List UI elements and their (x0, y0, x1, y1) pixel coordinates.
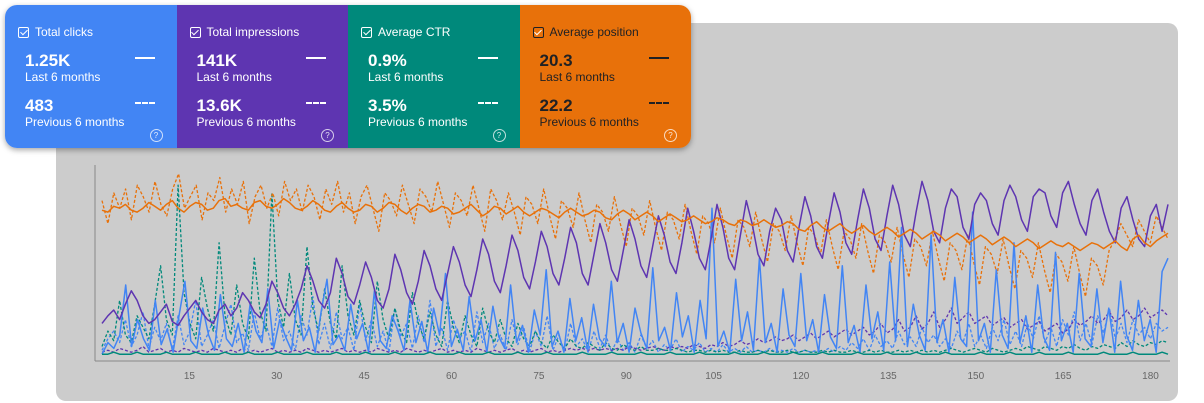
current-value: 141K (196, 51, 238, 70)
card-average-position[interactable]: Average position 20.3 Last 6 months 22.2… (519, 5, 691, 148)
series-layer (101, 173, 1169, 355)
x-tick-label: 150 (967, 371, 984, 382)
current-period: Last 6 months (196, 70, 272, 84)
card-title: Average position (549, 25, 639, 39)
x-tick-label: 60 (446, 371, 458, 382)
previous-value: 483 (25, 96, 54, 115)
series-line-average-ctr-previous[interactable] (101, 184, 1169, 353)
checkbox-checked-icon[interactable] (189, 26, 201, 38)
series-line-total-clicks-previous[interactable] (101, 295, 1169, 353)
card-total-clicks[interactable]: Total clicks 1.25K Last 6 months 483 Pre… (5, 5, 177, 148)
x-tick-label: 165 (1055, 371, 1072, 382)
card-average-ctr[interactable]: Average CTR 0.9% Last 6 months 3.5% Prev… (348, 5, 520, 148)
dashed-line-legend-icon (306, 102, 326, 104)
card-total-impressions[interactable]: Total impressions 141K Last 6 months 13.… (176, 5, 348, 148)
solid-line-legend-icon (649, 57, 669, 59)
dashed-line-legend-icon (477, 102, 498, 104)
previous-period: Previous 6 months (368, 115, 468, 129)
help-circle-icon[interactable]: ? (664, 129, 677, 142)
x-tick-label: 90 (621, 371, 633, 382)
solid-line-legend-icon (477, 57, 498, 59)
solid-line-legend-icon (306, 57, 326, 59)
current-value: 1.25K (25, 51, 71, 70)
series-line-average-position-current[interactable] (101, 197, 1169, 252)
series-line-average-position-previous[interactable] (101, 173, 1169, 298)
previous-period: Previous 6 months (25, 115, 125, 129)
series-line-total-impressions-current[interactable] (101, 180, 1169, 327)
current-value: 20.3 (539, 51, 573, 70)
series-line-total-impressions-previous[interactable] (101, 307, 1169, 353)
card-title: Total impressions (206, 25, 300, 39)
checkbox-checked-icon[interactable] (361, 26, 372, 38)
current-period: Last 6 months (368, 70, 444, 84)
series-line-average-ctr-current[interactable] (102, 351, 1169, 355)
previous-period: Previous 6 months (196, 115, 296, 129)
x-tick-label: 30 (271, 371, 283, 382)
x-tick-layer: 15 30 45 60 75 90 105 120 135 150 165 180 (184, 371, 1159, 382)
dashed-line-legend-icon (134, 102, 155, 104)
previous-value: 22.2 (539, 96, 573, 115)
x-tick-label: 105 (705, 371, 722, 382)
x-tick-label: 180 (1142, 371, 1159, 382)
help-circle-icon[interactable]: ? (321, 129, 334, 142)
current-value: 0.9% (368, 51, 407, 70)
checkbox-checked-icon[interactable] (532, 26, 544, 38)
x-tick-label: 135 (880, 371, 897, 382)
previous-period: Previous 6 months (539, 115, 639, 129)
previous-value: 3.5% (368, 96, 407, 115)
help-circle-icon[interactable]: ? (149, 129, 163, 142)
x-tick-label: 120 (793, 371, 810, 382)
checkbox-checked-icon[interactable] (18, 26, 29, 38)
current-period: Last 6 months (25, 70, 101, 84)
x-tick-label: 45 (359, 371, 371, 382)
card-title: Total clicks (35, 25, 94, 39)
help-circle-icon[interactable]: ? (492, 129, 506, 142)
current-period: Last 6 months (539, 70, 615, 84)
card-title: Average CTR (378, 25, 451, 39)
x-tick-label: 75 (533, 371, 545, 382)
solid-line-legend-icon (134, 57, 155, 59)
x-tick-label: 15 (184, 371, 196, 382)
series-line-total-clicks-current[interactable] (101, 207, 1169, 355)
metric-cards: Total clicks 1.25K Last 6 months 483 Pre… (5, 5, 691, 148)
dashed-line-legend-icon (649, 102, 669, 104)
previous-value: 13.6K (196, 96, 242, 115)
